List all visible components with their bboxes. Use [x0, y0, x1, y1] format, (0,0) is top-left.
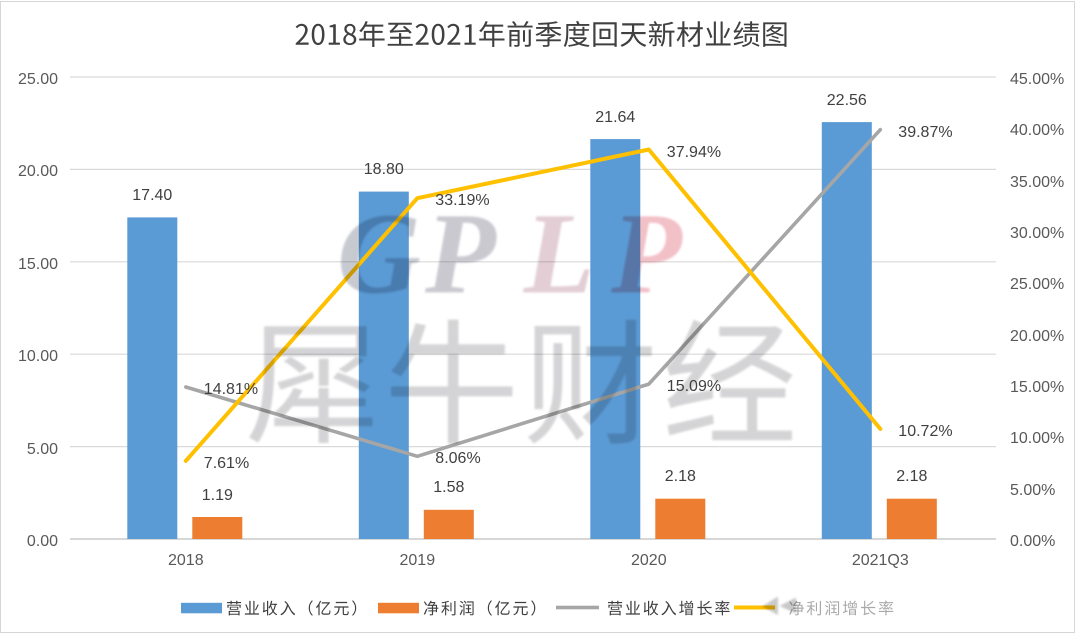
category-label: 2021Q3	[851, 552, 909, 569]
chart-title-glyphs	[295, 21, 787, 47]
legend	[181, 600, 894, 616]
bar-value-label: 17.40	[132, 186, 173, 204]
bar	[655, 498, 706, 539]
bar-series	[127, 122, 937, 539]
legend-swatch-profit	[378, 602, 419, 614]
bar	[192, 517, 243, 539]
line-value-label: 33.19%	[435, 192, 490, 210]
category-label: 2020	[631, 552, 667, 569]
legend-swatch-revenue-growth	[556, 605, 599, 610]
line-value-label: 10.72%	[898, 422, 953, 440]
watermark-logo-letter-L	[523, 216, 590, 293]
bar	[127, 217, 178, 539]
left-axis-tick-label: 0.00	[26, 533, 58, 550]
right-axis-tick-label: 40.00%	[1010, 122, 1065, 140]
line-value-label: 39.87%	[898, 123, 953, 141]
line-value-label: 14.81%	[203, 381, 259, 398]
legend-swatch-revenue	[181, 602, 222, 614]
bar-value-label: 2.18	[664, 468, 696, 486]
left-axis-tick-label: 10.00	[17, 348, 58, 366]
watermark-logo-letter-P	[425, 216, 497, 293]
category-label: 2019	[399, 552, 436, 569]
line-value-label: 15.09%	[666, 378, 722, 396]
watermark-logo-letter-P	[611, 216, 683, 293]
right-axis-tick-label: 45.00%	[1010, 71, 1065, 88]
left-axis-tick-label: 20.00	[17, 163, 58, 181]
line-series	[183, 127, 883, 463]
legend-label-revenue-growth-glyphs	[608, 600, 730, 616]
left-axis-tick-label: 5.00	[26, 440, 58, 458]
right-axis-tick-label: 30.00%	[1010, 225, 1065, 242]
bar-value-label: 22.56	[826, 91, 867, 109]
line-value-label: 7.61%	[203, 454, 250, 472]
right-axis-tick-label: 0.00%	[1010, 533, 1056, 550]
bar	[821, 122, 872, 539]
right-axis-tick-label: 15.00%	[1010, 379, 1065, 396]
line	[183, 147, 883, 463]
line-value-label: 8.06%	[435, 450, 481, 468]
bar	[886, 498, 937, 539]
right-axis-tick-label: 20.00%	[1010, 327, 1065, 345]
watermark-brand-glyphs	[249, 319, 793, 444]
watermark-logo-letter-G	[341, 215, 420, 294]
category-label: 2018	[168, 552, 204, 569]
bar-value-label: 18.80	[363, 161, 404, 179]
right-axis-tick-label: 35.00%	[1010, 173, 1065, 191]
legend-swatch-profit-growth	[734, 605, 775, 610]
bar-value-label: 21.64	[595, 108, 636, 126]
right-axis-tick-label: 25.00%	[1010, 276, 1065, 294]
bar-value-label: 1.58	[433, 479, 465, 497]
watermark	[249, 215, 796, 615]
left-axis-tick-label: 25.00	[17, 71, 58, 88]
legend-label-profit-growth-glyphs	[789, 600, 894, 616]
legend-label-revenue-glyphs	[227, 600, 357, 616]
right-axis-tick-label: 5.00%	[1010, 481, 1056, 499]
bar-value-label: 2.18	[896, 468, 928, 486]
legend-label-profit-glyphs	[423, 600, 536, 616]
line-value-label: 37.94%	[666, 143, 722, 161]
bar	[423, 509, 474, 539]
right-axis-tick-label: 10.00%	[1010, 430, 1065, 448]
watermark-logo	[341, 215, 683, 294]
bar-value-label: 1.19	[201, 486, 233, 504]
left-axis-tick-label: 15.00	[17, 255, 58, 273]
watermark-legend-mark	[762, 596, 796, 615]
